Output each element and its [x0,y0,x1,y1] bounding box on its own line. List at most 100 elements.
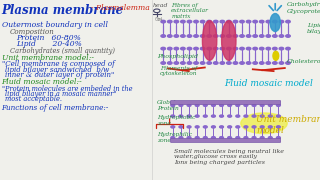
Circle shape [220,35,225,37]
Text: - Plasmalemma: - Plasmalemma [91,4,150,12]
Circle shape [266,62,270,64]
Text: Fluid mosaic model:-: Fluid mosaic model:- [2,78,82,86]
Circle shape [220,104,223,106]
Circle shape [236,104,240,106]
Text: Unit membrane
model: Unit membrane model [256,115,320,135]
Text: lipid bilayer in a mosaic manner": lipid bilayer in a mosaic manner" [5,90,116,98]
Circle shape [268,126,272,128]
Circle shape [187,126,191,128]
Circle shape [181,47,185,50]
Text: Glycoprotein: Glycoprotein [286,9,320,14]
Circle shape [204,126,207,128]
Circle shape [200,20,205,23]
Circle shape [236,137,240,139]
Text: Hydrophilic
zone: Hydrophilic zone [157,132,192,143]
Circle shape [204,137,207,139]
Circle shape [194,47,198,50]
Circle shape [273,35,277,37]
Text: "Cell membrane is composed of: "Cell membrane is composed of [2,60,114,68]
Circle shape [260,20,264,23]
Text: Lipid       20-40%: Lipid 20-40% [16,40,82,48]
Circle shape [187,20,192,23]
Text: Hydrophobic
zone: Hydrophobic zone [157,115,195,126]
Circle shape [253,62,257,64]
Circle shape [174,35,179,37]
Circle shape [228,115,232,117]
Circle shape [246,47,251,50]
Circle shape [253,35,257,37]
Circle shape [195,104,199,106]
Circle shape [213,35,218,37]
Circle shape [179,104,183,106]
Circle shape [252,137,256,139]
Circle shape [171,115,175,117]
Circle shape [276,137,280,139]
Circle shape [207,20,212,23]
Circle shape [276,104,280,106]
Circle shape [212,115,215,117]
Circle shape [179,126,183,128]
Circle shape [161,47,165,50]
Circle shape [179,137,183,139]
Text: inner & outer layer of protein": inner & outer layer of protein" [5,71,114,79]
Circle shape [207,35,212,37]
Circle shape [187,104,191,106]
Ellipse shape [273,51,279,60]
Circle shape [273,47,277,50]
Circle shape [181,35,185,37]
Circle shape [200,62,205,64]
Circle shape [212,126,215,128]
Circle shape [279,20,284,23]
Circle shape [260,47,264,50]
Circle shape [171,126,175,128]
Text: Gal: Gal [155,17,163,22]
Circle shape [276,126,280,128]
Circle shape [252,126,256,128]
Text: head: head [153,3,168,8]
Circle shape [228,104,232,106]
Circle shape [268,137,272,139]
Circle shape [228,137,232,139]
Circle shape [204,104,207,106]
Circle shape [246,62,251,64]
Circle shape [228,126,232,128]
Text: Globular
Protein: Globular Protein [157,100,182,111]
Circle shape [244,137,248,139]
Text: "Protein molecules are embeded in the: "Protein molecules are embeded in the [2,85,132,93]
Circle shape [168,20,172,23]
Circle shape [200,35,205,37]
Circle shape [174,47,179,50]
Circle shape [244,126,248,128]
Text: Phospholipid: Phospholipid [157,54,198,59]
Circle shape [286,47,290,50]
Circle shape [179,115,183,117]
Circle shape [207,47,212,50]
Circle shape [260,104,264,106]
Circle shape [266,20,270,23]
Circle shape [252,104,256,106]
Circle shape [194,35,198,37]
Circle shape [194,20,198,23]
Circle shape [181,20,185,23]
Circle shape [233,35,238,37]
Circle shape [266,35,270,37]
Ellipse shape [221,21,236,60]
Circle shape [253,47,257,50]
Circle shape [227,62,231,64]
Circle shape [161,20,165,23]
Circle shape [279,47,284,50]
Circle shape [246,35,251,37]
Circle shape [168,62,172,64]
Circle shape [260,126,264,128]
Ellipse shape [203,21,217,60]
Circle shape [246,20,251,23]
Circle shape [187,137,191,139]
Circle shape [236,115,240,117]
Circle shape [260,35,264,37]
Circle shape [227,47,231,50]
Circle shape [273,62,277,64]
Circle shape [204,115,207,117]
Circle shape [168,47,172,50]
Text: Plasma membrane: Plasma membrane [2,4,124,17]
FancyBboxPatch shape [171,138,281,142]
